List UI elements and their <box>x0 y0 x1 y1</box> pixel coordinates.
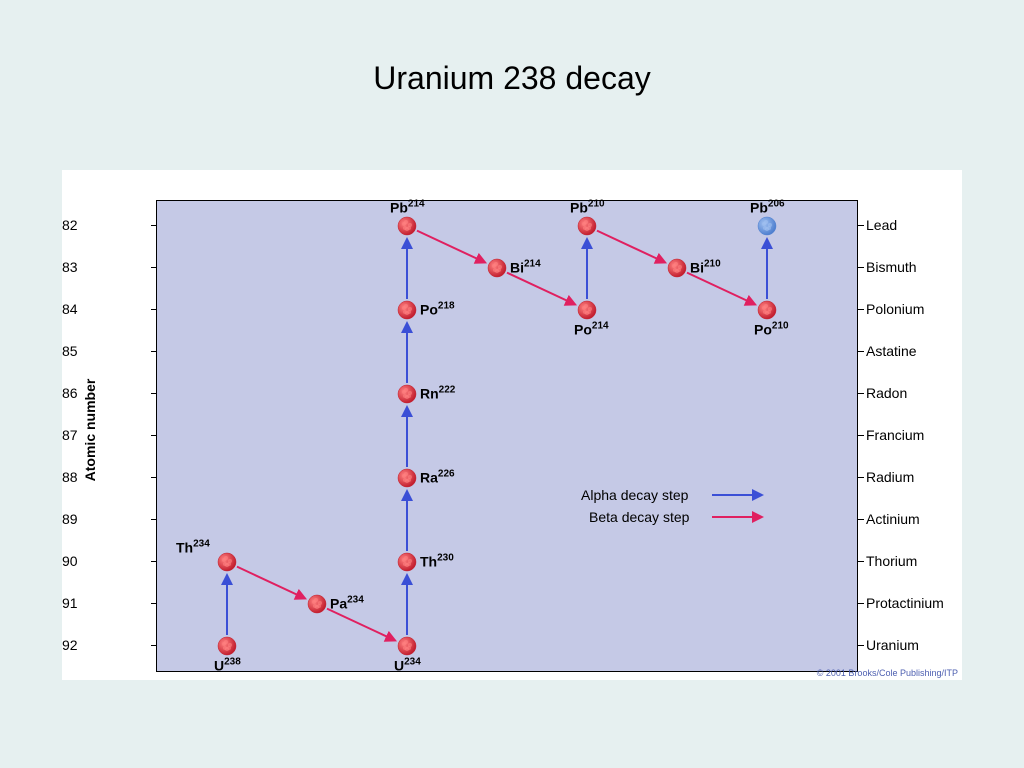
legend-beta-text: Beta decay step <box>589 509 689 525</box>
nucleus-icon <box>398 637 416 655</box>
decay-arrow <box>687 273 755 305</box>
isotope-label: U234 <box>394 657 421 674</box>
nucleus-icon <box>398 217 416 235</box>
nucleus-icon <box>758 301 776 319</box>
isotope-label: Pb214 <box>390 199 425 216</box>
decay-arrow <box>237 567 305 599</box>
nucleus-icon <box>488 259 506 277</box>
isotope-label: Po218 <box>420 301 455 318</box>
element-label: Uranium <box>866 637 919 653</box>
element-label: Radon <box>866 385 907 401</box>
nucleus-icon <box>398 553 416 571</box>
decay-arrow <box>507 273 575 305</box>
decay-arrow <box>327 609 395 641</box>
nucleus-icon <box>398 301 416 319</box>
element-label: Bismuth <box>866 259 917 275</box>
nucleus-icon <box>668 259 686 277</box>
legend-alpha: Alpha decay step <box>581 487 688 503</box>
isotope-label: Pb210 <box>570 199 605 216</box>
slide: Uranium 238 decay Atomic number 82838485… <box>0 0 1024 768</box>
y-tick: 89 <box>62 511 150 527</box>
element-label: Astatine <box>866 343 917 359</box>
element-label: Francium <box>866 427 924 443</box>
y-tick: 82 <box>62 217 150 233</box>
y-tick: 91 <box>62 595 150 611</box>
y-tick: 86 <box>62 385 150 401</box>
y-tick: 87 <box>62 427 150 443</box>
isotope-label: Ra226 <box>420 469 455 486</box>
isotope-label: Bi214 <box>510 259 541 276</box>
slide-title: Uranium 238 decay <box>0 60 1024 97</box>
nucleus-icon <box>758 217 776 235</box>
y-tick: 92 <box>62 637 150 653</box>
element-label: Lead <box>866 217 897 233</box>
nucleus-icon <box>218 637 236 655</box>
isotope-label: U238 <box>214 657 241 674</box>
legend-alpha-text: Alpha decay step <box>581 487 688 503</box>
element-label: Actinium <box>866 511 920 527</box>
nucleus-icon <box>398 385 416 403</box>
isotope-label: Po214 <box>574 321 609 338</box>
y-tick: 88 <box>62 469 150 485</box>
y-tick: 84 <box>62 301 150 317</box>
nucleus-icon <box>308 595 326 613</box>
element-label: Protactinium <box>866 595 944 611</box>
credit-line: © 2001 Brooks/Cole Publishing/ITP <box>817 668 958 678</box>
chart-area: Atomic number 8283848586878889909192 Lea… <box>62 170 962 680</box>
decay-arrow <box>597 231 665 263</box>
nucleus-icon <box>218 553 236 571</box>
isotope-label: Po210 <box>754 321 789 338</box>
isotope-label: Th230 <box>420 553 454 570</box>
y-tick: 90 <box>62 553 150 569</box>
legend-beta: Beta decay step <box>589 509 689 525</box>
nucleus-icon <box>578 217 596 235</box>
element-label: Radium <box>866 469 914 485</box>
decay-chain-svg <box>157 201 857 671</box>
isotope-label: Pb206 <box>750 199 785 216</box>
nucleus-icon <box>398 469 416 487</box>
y-tick: 83 <box>62 259 150 275</box>
plot-area <box>156 200 858 672</box>
element-label: Thorium <box>866 553 917 569</box>
y-tick: 85 <box>62 343 150 359</box>
isotope-label: Th234 <box>176 539 210 556</box>
decay-arrow <box>417 231 485 263</box>
element-label: Polonium <box>866 301 924 317</box>
isotope-label: Rn222 <box>420 385 455 402</box>
isotope-label: Pa234 <box>330 595 364 612</box>
isotope-label: Bi210 <box>690 259 721 276</box>
nucleus-icon <box>578 301 596 319</box>
